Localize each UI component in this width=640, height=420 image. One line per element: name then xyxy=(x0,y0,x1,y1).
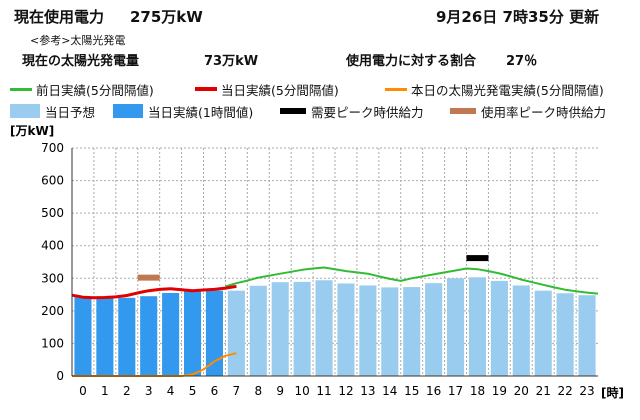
legend-item-hourly: 当日実績(1時間値) xyxy=(113,102,253,120)
legend-label: 当日実績(5分間隔値) xyxy=(221,82,339,98)
y-tick-label: 0 xyxy=(56,369,64,383)
bar-hour-15 xyxy=(403,287,421,376)
y-tick-label: 600 xyxy=(41,174,64,188)
bar-hour-1 xyxy=(96,298,114,376)
x-tick-label: 14 xyxy=(382,384,397,398)
bar-hour-11 xyxy=(315,280,333,376)
legend-swatch xyxy=(450,108,476,114)
legend-swatch xyxy=(195,87,217,91)
current-usage-value: 275万kW xyxy=(130,8,203,26)
legend-label: 本日の太陽光発電実績(5分間隔値) xyxy=(411,82,604,98)
legend-swatch xyxy=(10,87,32,91)
legend-item-today: 当日実績(5分間隔値) xyxy=(195,80,339,98)
legend-label: 使用率ピーク時供給力 xyxy=(481,104,607,120)
bar-hour-10 xyxy=(293,281,311,376)
legend-label: 当日実績(1時間値) xyxy=(148,104,254,120)
bar-hour-14 xyxy=(381,287,399,376)
x-tick-label: 13 xyxy=(360,384,375,398)
bar-hour-8 xyxy=(249,285,267,376)
chart-legend: 前日実績(5分間隔値) 当日実績(5分間隔値) 本日の太陽光発電実績(5分間隔値… xyxy=(10,80,635,122)
line-prev-day xyxy=(225,266,599,295)
legend-swatch xyxy=(280,108,306,114)
x-tick-label: 15 xyxy=(404,384,419,398)
x-tick-label: 12 xyxy=(338,384,353,398)
x-tick-label: 17 xyxy=(448,384,463,398)
legend-item-forecast: 当日予想 xyxy=(10,102,95,120)
solar-reference-note: <参考>太陽光発電 xyxy=(30,34,126,47)
demand-peak-marker xyxy=(466,255,489,262)
legend-label: 前日実績(5分間隔値) xyxy=(36,82,154,98)
x-tick-label: 11 xyxy=(316,384,331,398)
x-tick-label: 6 xyxy=(211,384,219,398)
summary-panel: 現在使用電力 275万kW 9月26日 7時35分 更新 <参考>太陽光発電 現… xyxy=(4,4,634,76)
y-tick-label: 100 xyxy=(41,336,64,350)
x-tick-label: 1 xyxy=(101,384,109,398)
line-today xyxy=(71,284,237,300)
bar-hour-22 xyxy=(556,293,574,376)
legend-swatch xyxy=(113,104,143,118)
bar-hour-0 xyxy=(74,297,92,376)
legend-label: 需要ピーク時供給力 xyxy=(311,104,424,120)
bar-hour-7 xyxy=(227,290,245,376)
current-usage-label: 現在使用電力 xyxy=(14,8,105,26)
y-tick-label: 500 xyxy=(41,206,64,220)
bar-hour-2 xyxy=(118,297,136,376)
legend-swatch xyxy=(10,104,40,118)
x-tick-label: 16 xyxy=(426,384,441,398)
bar-hour-20 xyxy=(512,285,530,376)
y-tick-label: 200 xyxy=(41,304,64,318)
peak-markers xyxy=(137,255,489,281)
bar-hour-23 xyxy=(578,295,596,376)
update-timestamp: 9月26日 7時35分 更新 xyxy=(436,8,600,26)
x-tick-label: 4 xyxy=(167,384,175,398)
bar-hour-5 xyxy=(183,290,202,376)
bar-hour-19 xyxy=(490,280,508,376)
x-tick-label: 8 xyxy=(254,384,262,398)
bar-hour-13 xyxy=(359,285,377,376)
legend-item-demand-peak: 需要ピーク時供給力 xyxy=(280,102,424,120)
solar-current-label: 現在の太陽光発電量 xyxy=(22,54,140,69)
x-tick-label: 21 xyxy=(536,384,551,398)
solar-ratio-label: 使用電力に対する割合 xyxy=(346,54,477,69)
legend-item-usage-peak: 使用率ピーク時供給力 xyxy=(450,102,606,120)
x-tick-label: 7 xyxy=(233,384,241,398)
x-tick-label: 23 xyxy=(579,384,594,398)
bar-hour-9 xyxy=(271,282,289,376)
x-tick-label: 5 xyxy=(189,384,197,398)
x-tick-label: 9 xyxy=(276,384,284,398)
solar-current-value: 73万kW xyxy=(204,54,259,69)
x-tick-label: 22 xyxy=(557,384,572,398)
x-tick-label: 2 xyxy=(123,384,131,398)
legend-swatch xyxy=(385,87,407,91)
x-tick-label: 20 xyxy=(514,384,529,398)
legend-label: 当日予想 xyxy=(45,104,96,120)
bar-series xyxy=(74,277,596,376)
x-tick-label: 18 xyxy=(470,384,485,398)
y-tick-label: 400 xyxy=(41,239,64,253)
solar-ratio-value: 27％ xyxy=(506,54,538,69)
gridlines xyxy=(72,147,598,376)
y-tick-label: 300 xyxy=(41,271,64,285)
legend-item-solar: 本日の太陽光発電実績(5分間隔値) xyxy=(385,80,604,98)
x-axis-label: [時] xyxy=(601,385,624,400)
bar-hour-4 xyxy=(162,292,180,376)
y-axis-label: [万kW] xyxy=(10,124,54,138)
bar-hour-16 xyxy=(425,283,443,376)
bar-hour-12 xyxy=(337,283,355,376)
usage-peak-marker xyxy=(137,274,160,281)
bar-hour-21 xyxy=(534,290,552,376)
x-tick-label: 19 xyxy=(492,384,507,398)
bar-hour-17 xyxy=(446,278,465,376)
x-tick-label: 0 xyxy=(79,384,87,398)
y-tick-label: 700 xyxy=(41,141,64,155)
x-tick-label: 3 xyxy=(145,384,153,398)
x-tick-label: 10 xyxy=(294,384,309,398)
bar-hour-6 xyxy=(205,290,224,376)
bar-hour-3 xyxy=(140,296,158,376)
bar-hour-18 xyxy=(468,277,487,376)
legend-item-prev-day: 前日実績(5分間隔値) xyxy=(10,80,154,98)
